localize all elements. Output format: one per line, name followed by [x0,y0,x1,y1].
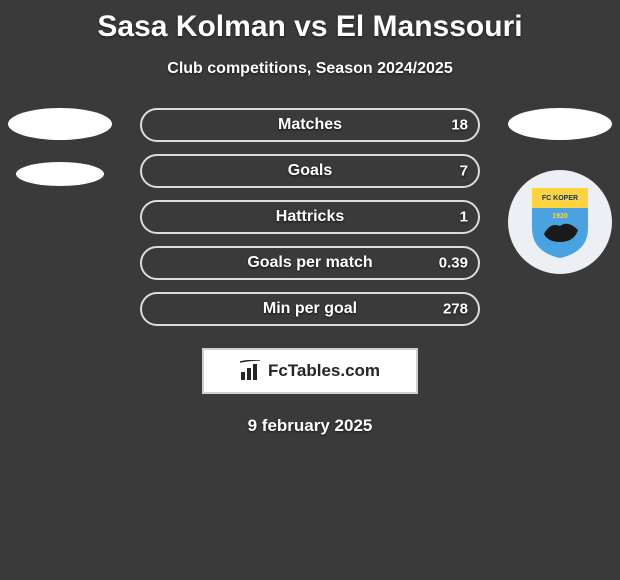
comparison-date: 9 february 2025 [0,416,620,436]
left-player-badge-1 [8,108,112,140]
right-club-badge: FC KOPER 1920 [508,170,612,274]
bar-right-value: 0.39 [439,255,468,272]
bar-right-value: 7 [460,163,468,180]
stat-row-min-per-goal: Min per goal 278 [140,292,480,326]
stat-bars: Matches 18 Goals 7 Hattricks 1 Goals per… [140,108,480,326]
svg-text:FC KOPER: FC KOPER [542,195,578,202]
stat-row-hattricks: Hattricks 1 [140,200,480,234]
comparison-title: Sasa Kolman vs El Manssouri [0,0,620,44]
stat-row-goals: Goals 7 [140,154,480,188]
club-shield-icon: FC KOPER 1920 [528,184,592,260]
right-player-badge [508,108,612,140]
bar-label: Hattricks [276,208,344,226]
left-player-column [0,108,120,208]
bar-right-value: 1 [460,209,468,226]
left-player-badge-2 [16,162,104,186]
comparison-subtitle: Club competitions, Season 2024/2025 [0,60,620,78]
bar-label: Matches [278,116,342,134]
bar-label: Goals per match [247,254,372,272]
bar-label: Goals [288,162,332,180]
stat-row-matches: Matches 18 [140,108,480,142]
svg-text:1920: 1920 [552,213,568,220]
comparison-content: FC KOPER 1920 Matches 18 Goals 7 Hattric… [0,108,620,436]
brand-text: FcTables.com [268,361,380,381]
bar-chart-icon [240,360,262,382]
bar-label: Min per goal [263,300,357,318]
stat-row-goals-per-match: Goals per match 0.39 [140,246,480,280]
right-player-column: FC KOPER 1920 [500,108,620,274]
brand-box: FcTables.com [202,348,418,394]
bar-right-value: 18 [451,117,468,134]
bar-right-value: 278 [443,301,468,318]
